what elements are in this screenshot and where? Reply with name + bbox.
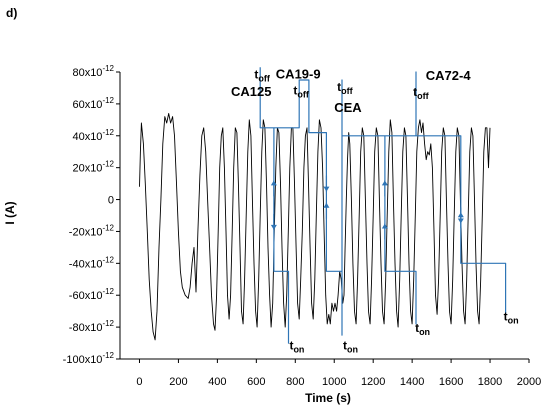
current-trace-line: [139, 113, 491, 341]
annotation-label: CA72-4: [426, 68, 472, 83]
y-tick-label: -60x10-12: [69, 287, 115, 302]
y-tick-label: 0: [108, 195, 114, 207]
x-tick-label: 600: [247, 376, 265, 388]
annotation-label: CA125: [231, 84, 271, 99]
x-tick-label: 1400: [400, 376, 424, 388]
y-tick-label: -20x10-12: [69, 223, 115, 238]
y-tick-label: -80x10-12: [69, 319, 115, 334]
x-axis-title: Time (s): [305, 391, 351, 405]
annotation-label: toff: [337, 80, 353, 96]
x-tick-label: 400: [208, 376, 226, 388]
annotation-label: toff: [413, 85, 429, 101]
annotation-label: ton: [504, 310, 519, 326]
annotation-label: ton: [415, 321, 430, 337]
y-tick-label: 40x10-12: [72, 128, 114, 143]
switching-trace-line: [259, 67, 507, 344]
annotation-label: ton: [289, 338, 304, 354]
x-tick-label: 2000: [517, 376, 541, 388]
x-tick-label: 800: [286, 376, 304, 388]
y-tick-label: -40x10-12: [69, 255, 115, 270]
panel-label: d): [6, 6, 17, 20]
arrow-marker: [323, 202, 330, 219]
arrow-marker: [270, 213, 277, 230]
x-tick-label: 1000: [322, 376, 346, 388]
annotation-label: CEA: [334, 100, 362, 115]
x-tick-label: 1200: [361, 376, 385, 388]
y-tick-label: 60x10-12: [72, 96, 114, 111]
annotation-label: toff: [254, 67, 270, 83]
y-axis-title: I (A): [3, 201, 17, 224]
arrow-marker: [381, 180, 388, 197]
x-tick-label: 0: [136, 376, 142, 388]
arrow-marker: [381, 223, 388, 240]
y-tick-label: 20x10-12: [72, 160, 114, 175]
y-tick-label: -100x10-12: [63, 351, 115, 366]
annotation-label: toff: [293, 83, 309, 99]
arrow-marker: [323, 175, 330, 192]
x-tick-label: 200: [169, 376, 187, 388]
x-tick-label: 1600: [439, 376, 463, 388]
x-tick-label: 1800: [478, 376, 502, 388]
arrow-marker: [270, 180, 277, 197]
arrow-marker: [457, 212, 464, 229]
annotation-label: ton: [343, 338, 358, 354]
annotation-label: CA19-9: [276, 66, 321, 81]
y-tick-label: 80x10-12: [72, 64, 114, 79]
